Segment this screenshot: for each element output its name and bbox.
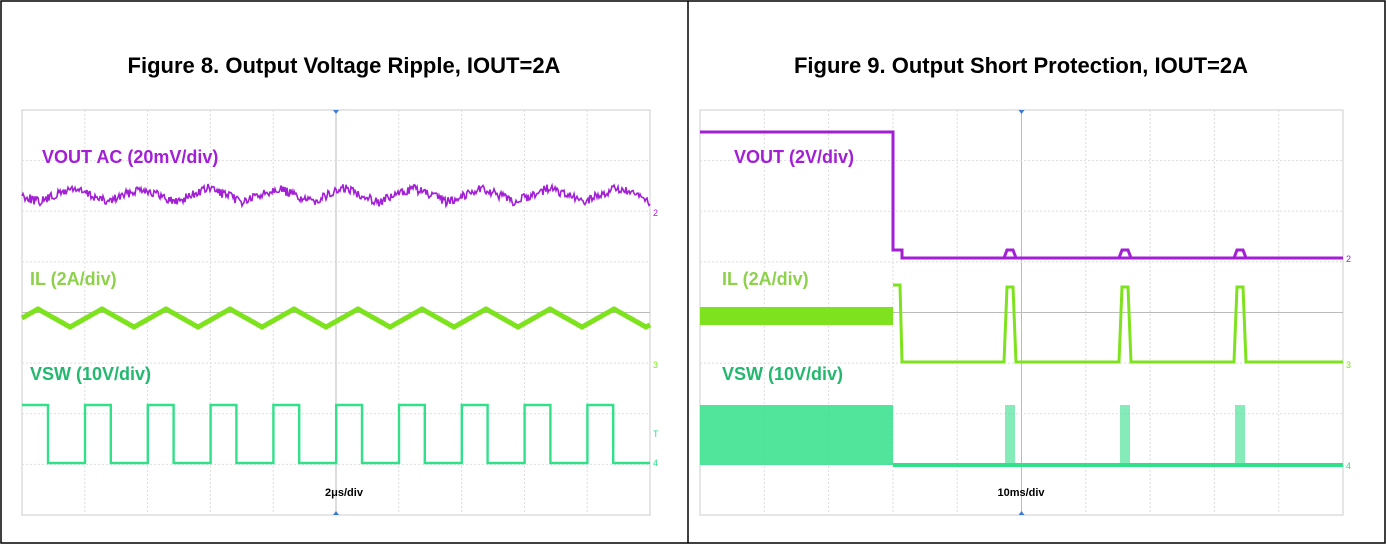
trace-label: IL (2A/div) <box>30 269 117 289</box>
vsw-burst <box>1005 405 1015 465</box>
timebase: 2μs/div <box>325 487 364 499</box>
il-band <box>700 307 893 325</box>
channel-marker: 4 <box>1346 461 1351 471</box>
panel-title: Figure 8. Output Voltage Ripple, IOUT=2A <box>128 53 561 78</box>
trace-label: VSW (10V/div) <box>30 364 151 384</box>
trace-label: IL (2A/div) <box>722 269 809 289</box>
channel-marker: 4 <box>653 458 658 468</box>
vsw-burst <box>1120 405 1130 465</box>
vsw-burst <box>1235 405 1245 465</box>
channel-marker: 3 <box>1346 360 1351 370</box>
panel-title: Figure 9. Output Short Protection, IOUT=… <box>794 53 1248 78</box>
trace-label: VOUT (2V/div) <box>734 147 854 167</box>
channel-marker: 3 <box>653 360 658 370</box>
channel-marker: 2 <box>1346 254 1351 264</box>
timebase: 10ms/div <box>997 487 1045 499</box>
trace-label: VOUT AC (20mV/div) <box>42 147 218 167</box>
channel-marker: 2 <box>653 208 658 218</box>
channel-marker: T <box>653 429 659 439</box>
vsw-band <box>700 405 893 465</box>
trace-label: VSW (10V/div) <box>722 364 843 384</box>
page: Figure 8. Output Voltage Ripple, IOUT=2A… <box>0 0 1386 544</box>
